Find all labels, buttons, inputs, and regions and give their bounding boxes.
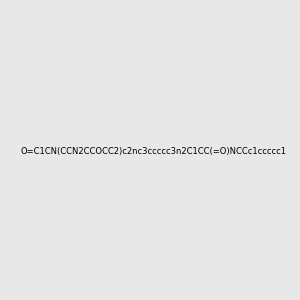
Text: O=C1CN(CCN2CCOCC2)c2nc3ccccc3n2C1CC(=O)NCCc1ccccc1: O=C1CN(CCN2CCOCC2)c2nc3ccccc3n2C1CC(=O)N… [21, 147, 287, 156]
